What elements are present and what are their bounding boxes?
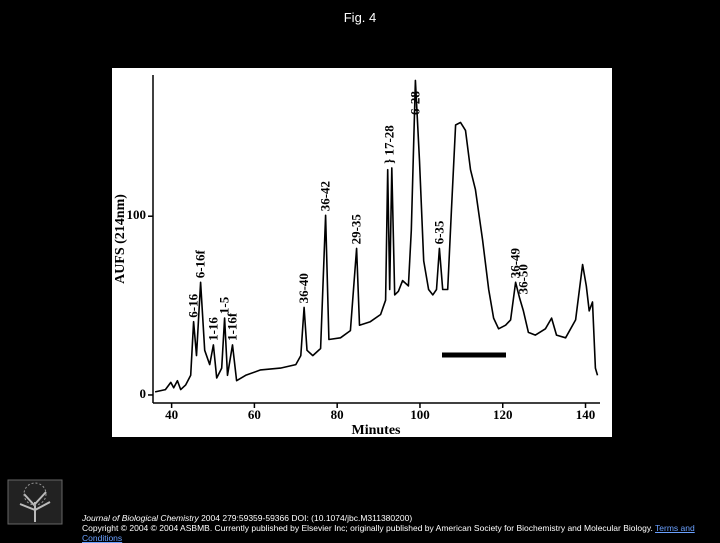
peak-label: 1-16 [205,317,220,341]
citation: 2004 279:59359-59366 DOI: (10.1074/jbc.M… [198,513,413,523]
peak-label: 36-42 [318,181,333,211]
peak-label: 6-28 [407,91,422,115]
x-tick-label: 100 [410,407,430,422]
peak-label: 29-35 [349,214,364,245]
x-tick-label: 80 [331,407,344,422]
peak-label: 1-5 [217,296,232,314]
peak-label: 36-50 [515,264,530,294]
x-tick-label: 120 [493,407,512,422]
logo-foliage [23,482,47,506]
logo-tree [19,491,51,522]
peak-label: 6-16 [186,293,201,317]
y-tick-label: 100 [127,207,147,222]
x-tick-label: 40 [165,407,178,422]
peak-label: 36-40 [296,273,311,303]
copyright: Copyright © 2004 © 2004 ASBMB. Currently… [82,523,653,533]
citation-line: Journal of Biological Chemistry 2004 279… [82,513,702,523]
copyright-line: Copyright © 2004 © 2004 ASBMB. Currently… [82,523,702,543]
y-tick-label: 0 [140,386,147,401]
logo-text: ELSEVIER [16,528,54,537]
figure-background [112,68,612,437]
peak-label: 6-16f [193,249,208,278]
peak-label: 36-49 [508,247,523,278]
chromatogram-line [154,79,599,393]
peak-label: } 17-28 [382,125,397,164]
journal-name: Journal of Biological Chemistry [82,513,199,523]
chart: Minutes AUFS (214nm) 40 60 80 100 120 140 0 100… [112,68,612,437]
x-tick-label: 140 [576,407,596,422]
x-tick-label: 60 [248,407,261,422]
peak-label: 6-35 [431,220,446,244]
figure-title: Fig. 4 [343,10,377,25]
x-axis-label: Minutes [352,423,402,437]
peak-label: 1-16f [225,312,240,341]
footer: Journal of Biological Chemistry 2004 279… [82,513,702,543]
terms-link[interactable]: Terms and Conditions [82,523,695,543]
y-axis-label: AUFS (214nm) [113,194,128,284]
publisher-logo: ELSEVIER [7,479,63,537]
